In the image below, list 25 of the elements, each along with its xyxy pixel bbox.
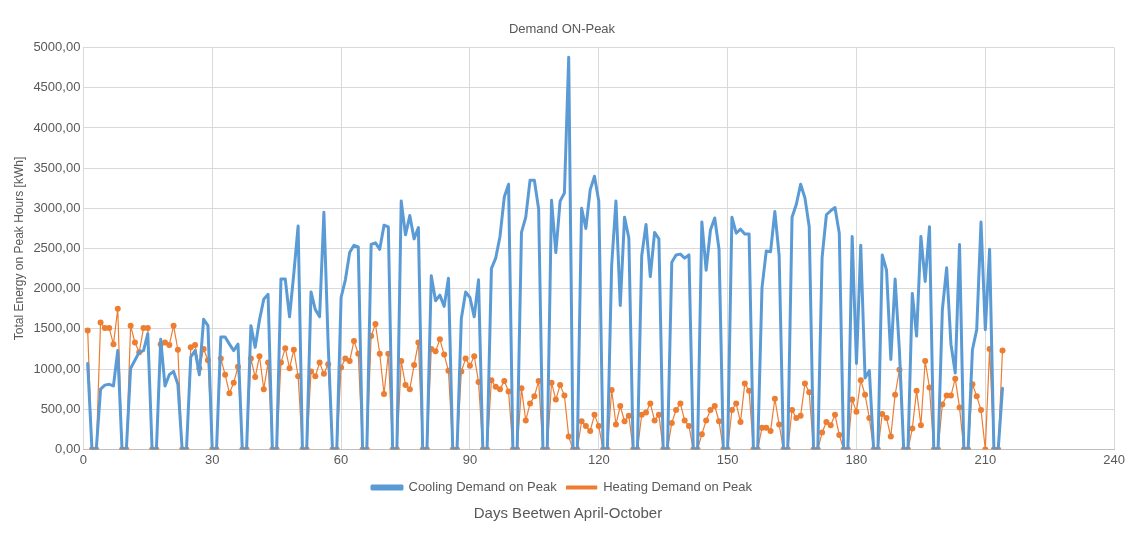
x-tick-label: 30	[205, 451, 220, 467]
x-tick-label: 240	[1103, 451, 1126, 467]
y-tick-label: 1000,00	[33, 360, 81, 376]
x-tick-label: 210	[974, 451, 997, 467]
chart-title: Demand ON-Peak	[508, 21, 616, 37]
x-tick-label: 180	[845, 451, 868, 467]
x-tick-label: 0	[79, 451, 88, 467]
x-tick-label: 60	[333, 451, 349, 467]
legend-label: Heating Demand on Peak	[603, 479, 753, 495]
y-tick-label: 1500,00	[33, 320, 81, 336]
y-tick-label: 5000,00	[33, 39, 81, 55]
x-axis-title: Days Beetwen April-October	[472, 504, 664, 521]
y-tick-label: 3500,00	[33, 159, 81, 175]
x-tick-label: 120	[587, 451, 610, 467]
x-tick-label: 90	[462, 451, 478, 467]
y-tick-label: 4000,00	[33, 119, 81, 135]
y-tick-label: 4500,00	[33, 79, 81, 95]
y-tick-label: 3000,00	[33, 199, 81, 215]
y-tick-label: 0,00	[55, 440, 81, 456]
legend-label: Cooling Demand on Peak	[408, 479, 558, 495]
x-tick-label: 150	[716, 451, 739, 467]
y-axis-title: Total Energy on Peak Hours [kWh]	[11, 156, 26, 341]
y-tick-label: 2000,00	[33, 280, 81, 296]
y-tick-label: 500,00	[40, 400, 81, 416]
y-tick-label: 2500,00	[33, 240, 81, 256]
